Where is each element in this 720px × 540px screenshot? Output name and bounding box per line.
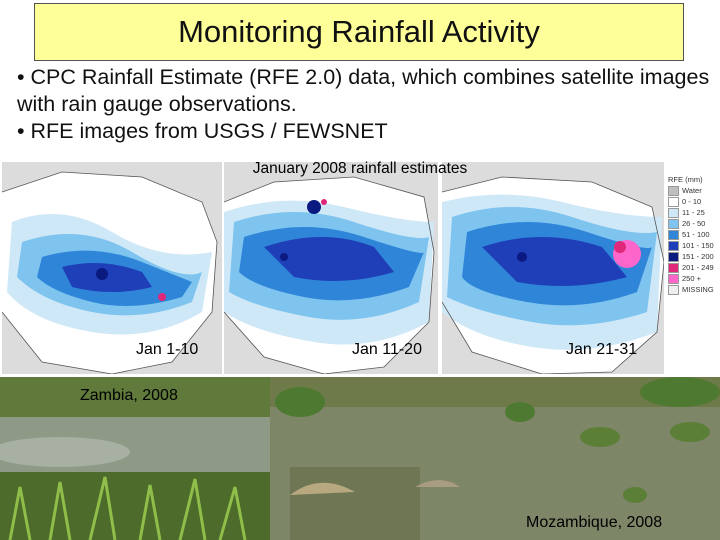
legend-swatch bbox=[668, 185, 679, 196]
rainfall-map-jan-21-31 bbox=[442, 162, 664, 374]
rainfall-maps-panel: January 2008 rainfall estimates RFE (mm)… bbox=[0, 157, 720, 377]
rainfall-map-jan-11-20 bbox=[224, 162, 438, 374]
legend-swatch bbox=[668, 251, 679, 262]
legend-label: 51 - 100 bbox=[682, 230, 710, 239]
legend-item: 11 - 25 bbox=[668, 207, 720, 218]
map-caption-2: Jan 11-20 bbox=[352, 341, 422, 358]
legend-item: 0 - 10 bbox=[668, 196, 720, 207]
map-caption-3: Jan 21-31 bbox=[566, 341, 638, 358]
mozambique-flood-photo bbox=[270, 377, 720, 540]
rainfall-legend: RFE (mm) Water 0 - 10 11 - 25 26 - 50 51… bbox=[668, 174, 720, 295]
flood-photos: Zambia, 2008 Mozambique, 2008 bbox=[0, 377, 720, 540]
zambia-flood-photo bbox=[0, 377, 270, 540]
legend-label: 151 - 200 bbox=[682, 252, 714, 261]
legend-label: 101 - 150 bbox=[682, 241, 714, 250]
legend-label: 250 + bbox=[682, 274, 701, 283]
legend-item: 250 + bbox=[668, 273, 720, 284]
bullet-item: • RFE images from USGS / FEWSNET bbox=[17, 119, 388, 143]
legend-item: 26 - 50 bbox=[668, 218, 720, 229]
rainfall-map-jan-1-10 bbox=[2, 162, 222, 374]
legend-item: 101 - 150 bbox=[668, 240, 720, 251]
legend-item: 201 - 249 bbox=[668, 262, 720, 273]
legend-item: MISSING bbox=[668, 284, 720, 295]
legend-label: 201 - 249 bbox=[682, 263, 714, 272]
mozambique-caption: Mozambique, 2008 bbox=[526, 514, 663, 531]
legend-swatch bbox=[668, 229, 679, 240]
legend-swatch bbox=[668, 207, 679, 218]
bullet-item: • CPC Rainfall Estimate (RFE 2.0) data, … bbox=[17, 65, 710, 116]
legend-label: Water bbox=[682, 186, 702, 195]
bullet-list: • CPC Rainfall Estimate (RFE 2.0) data, … bbox=[17, 64, 717, 145]
legend-label: 11 - 25 bbox=[682, 208, 705, 217]
slide-title: Monitoring Rainfall Activity bbox=[178, 14, 540, 49]
map-caption-1: Jan 1-10 bbox=[136, 341, 199, 358]
legend-label: MISSING bbox=[682, 285, 714, 294]
legend-swatch bbox=[668, 262, 679, 273]
legend-item: Water bbox=[668, 185, 720, 196]
legend-swatch bbox=[668, 284, 679, 295]
legend-swatch bbox=[668, 196, 679, 207]
legend-swatch bbox=[668, 240, 679, 251]
legend-label: 26 - 50 bbox=[682, 219, 706, 228]
zambia-caption: Zambia, 2008 bbox=[80, 387, 178, 404]
title-box: Monitoring Rainfall Activity bbox=[34, 3, 684, 61]
maps-title: January 2008 rainfall estimates bbox=[252, 160, 468, 177]
legend-swatch bbox=[668, 273, 679, 284]
legend-item: 51 - 100 bbox=[668, 229, 720, 240]
legend-item: 151 - 200 bbox=[668, 251, 720, 262]
legend-label: 0 - 10 bbox=[682, 197, 702, 206]
legend-swatch bbox=[668, 218, 679, 229]
legend-header: RFE (mm) bbox=[668, 175, 703, 184]
